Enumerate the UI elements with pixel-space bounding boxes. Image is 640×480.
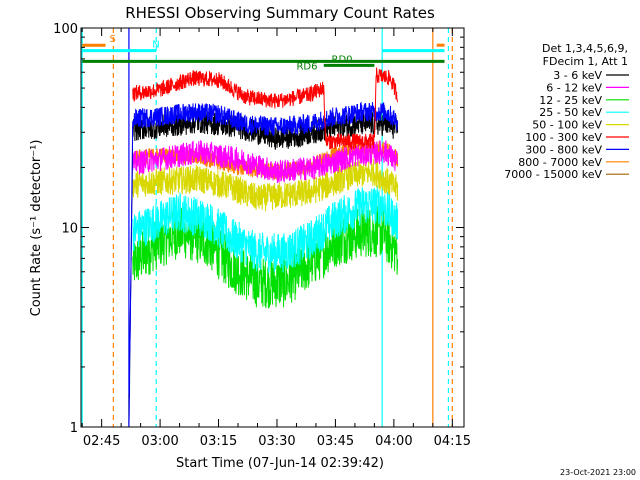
legend-header: Det 1,3,4,5,6,9, bbox=[542, 42, 628, 55]
series-line bbox=[128, 101, 399, 427]
flag-label: RD0 bbox=[332, 54, 353, 65]
y-tick-label: 100 bbox=[53, 22, 78, 37]
x-tick-label: 04:00 bbox=[375, 434, 412, 449]
series-line bbox=[132, 185, 399, 274]
timestamp-footer: 23-Oct-2021 23:00 bbox=[560, 468, 636, 477]
legend-entry-label: 300 - 800 keV bbox=[525, 143, 602, 156]
x-tick-label: 03:15 bbox=[200, 434, 237, 449]
legend-entry-label: 7000 - 15000 keV bbox=[504, 168, 602, 181]
series-line bbox=[132, 139, 399, 184]
x-tick-label: 03:00 bbox=[141, 434, 178, 449]
legend-entry-label: 12 - 25 keV bbox=[539, 94, 602, 107]
x-axis-label: Start Time (07-Jun-14 02:39:42) bbox=[176, 456, 384, 471]
x-tick-label: 02:45 bbox=[83, 434, 120, 449]
legend-entry-label: 800 - 7000 keV bbox=[518, 156, 602, 169]
y-axis-label: Count Rate (s⁻¹ detector⁻¹) bbox=[29, 140, 44, 317]
legend-entry-label: 3 - 6 keV bbox=[553, 69, 602, 82]
y-tick-label: 10 bbox=[61, 222, 78, 237]
series-line bbox=[132, 67, 399, 151]
legend-entry-label: 50 - 100 keV bbox=[532, 119, 602, 132]
legend-entry-label: 100 - 300 keV bbox=[525, 131, 602, 144]
x-tick-label: 04:15 bbox=[434, 434, 471, 449]
series-line bbox=[132, 158, 399, 212]
series-layer bbox=[128, 67, 399, 427]
legend-entry-label: 25 - 50 keV bbox=[539, 106, 602, 119]
legend-header: FDecim 1, Att 1 bbox=[543, 55, 628, 68]
flag-label: N bbox=[152, 40, 159, 51]
flag-label: RD6 bbox=[296, 61, 317, 72]
x-tick-label: 03:45 bbox=[317, 434, 354, 449]
y-axis: 1 10 100 bbox=[53, 22, 464, 436]
legend: Det 1,3,4,5,6,9,FDecim 1, Att 13 - 6 keV… bbox=[504, 42, 629, 181]
y-tick-label: 1 bbox=[70, 421, 78, 436]
chart-title: RHESSI Observing Summary Count Rates bbox=[125, 4, 435, 22]
x-tick-label: 03:30 bbox=[258, 434, 295, 449]
flag-label: S bbox=[109, 34, 115, 45]
legend-entry-label: 6 - 12 keV bbox=[546, 81, 602, 94]
x-axis: 02:45 03:00 03:15 03:30 03:45 04:00 04:15 bbox=[81, 28, 471, 449]
flag-labels-layer: S N RD0 RD6 bbox=[109, 34, 352, 72]
